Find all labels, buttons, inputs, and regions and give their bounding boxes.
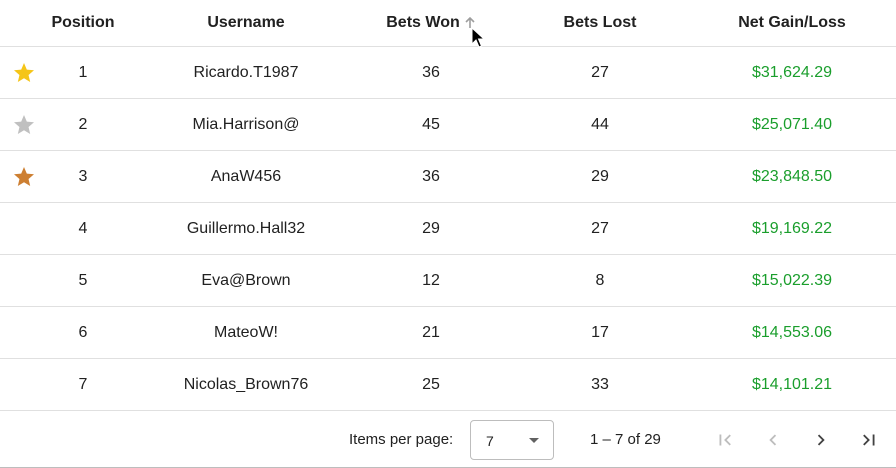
username-cell: Mia.Harrison@ [192, 115, 300, 133]
first-page-icon [719, 434, 731, 446]
net-gain-loss-cell: $14,553.06 [751, 323, 833, 341]
bets-lost-cell: 27 [591, 63, 609, 81]
items-per-page-select[interactable]: 7 [470, 420, 554, 460]
bets-lost-cell: 27 [591, 219, 609, 237]
header-bets-won[interactable]: Bets Won [358, 0, 504, 46]
bets-won-cell: 21 [422, 323, 440, 341]
bets-won-cell: 36 [422, 167, 440, 185]
items-per-page-label: Items per page: [349, 431, 454, 448]
position-cell: 5 [78, 271, 88, 289]
username-cell: Ricardo.T1987 [193, 63, 299, 81]
previous-page-button[interactable] [756, 423, 790, 457]
position-cell: 6 [78, 323, 88, 341]
position-cell: 1 [78, 63, 88, 81]
bronze-star-icon [6, 151, 42, 202]
chevron-down-icon [529, 438, 539, 443]
page-range-label: 1 – 7 of 29 [590, 431, 661, 448]
bets-won-cell: 12 [422, 271, 440, 289]
leaderboard-table: Position Username Bets Won Bets Lost Net… [0, 0, 896, 411]
header-bets-lost[interactable]: Bets Lost [563, 14, 637, 31]
table-row[interactable]: 5 Eva@Brown 12 8 $15,022.39 [0, 255, 896, 307]
username-cell: Eva@Brown [201, 271, 291, 289]
net-gain-loss-cell: $31,624.29 [751, 63, 833, 81]
net-gain-loss-cell: $23,848.50 [751, 167, 833, 185]
chevron-right-icon [817, 434, 825, 446]
table-row[interactable]: 7 Nicolas_Brown76 25 33 $14,101.21 [0, 359, 896, 411]
table-row[interactable]: 1 Ricardo.T1987 36 27 $31,624.29 [0, 47, 896, 99]
net-gain-loss-cell: $25,071.40 [751, 115, 833, 133]
gold-star-icon [6, 47, 42, 98]
bets-lost-cell: 33 [591, 375, 609, 393]
username-cell: Nicolas_Brown76 [183, 375, 309, 393]
table-row[interactable]: 3 AnaW456 36 29 $23,848.50 [0, 151, 896, 203]
username-cell: MateoW! [213, 323, 278, 341]
bets-lost-cell: 44 [591, 115, 609, 133]
header-username[interactable]: Username [207, 14, 285, 31]
header-net-gain-loss[interactable]: Net Gain/Loss [738, 14, 846, 31]
position-cell: 3 [78, 167, 88, 185]
next-page-button[interactable] [804, 423, 838, 457]
mouse-cursor-icon [471, 27, 485, 48]
username-cell: Guillermo.Hall32 [186, 219, 306, 237]
bets-lost-cell: 17 [591, 323, 609, 341]
position-cell: 4 [78, 219, 88, 237]
last-page-icon [863, 434, 875, 446]
table-header-row: Position Username Bets Won Bets Lost Net… [0, 0, 896, 47]
header-position[interactable]: Position [51, 14, 115, 31]
last-page-button[interactable] [852, 423, 886, 457]
items-per-page-value: 7 [486, 433, 494, 449]
bets-lost-cell: 29 [591, 167, 609, 185]
silver-star-icon [6, 99, 42, 150]
table-row[interactable]: 2 Mia.Harrison@ 45 44 $25,071.40 [0, 99, 896, 151]
bets-won-cell: 45 [422, 115, 440, 133]
net-gain-loss-cell: $14,101.21 [751, 375, 833, 393]
bets-won-cell: 25 [422, 375, 440, 393]
username-cell: AnaW456 [210, 167, 282, 185]
table-row[interactable]: 4 Guillermo.Hall32 29 27 $19,169.22 [0, 203, 896, 255]
position-cell: 2 [78, 115, 88, 133]
table-row[interactable]: 6 MateoW! 21 17 $14,553.06 [0, 307, 896, 359]
bets-lost-cell: 8 [595, 271, 605, 289]
position-cell: 7 [78, 375, 88, 393]
bets-won-cell: 36 [422, 63, 440, 81]
net-gain-loss-cell: $15,022.39 [751, 271, 833, 289]
bets-won-cell: 29 [422, 219, 440, 237]
sort-ascending-arrow-icon [465, 17, 475, 28]
paginator: Items per page: 7 1 – 7 of 29 [0, 411, 896, 468]
chevron-left-icon [769, 434, 777, 446]
first-page-button[interactable] [708, 423, 742, 457]
net-gain-loss-cell: $19,169.22 [751, 219, 833, 237]
